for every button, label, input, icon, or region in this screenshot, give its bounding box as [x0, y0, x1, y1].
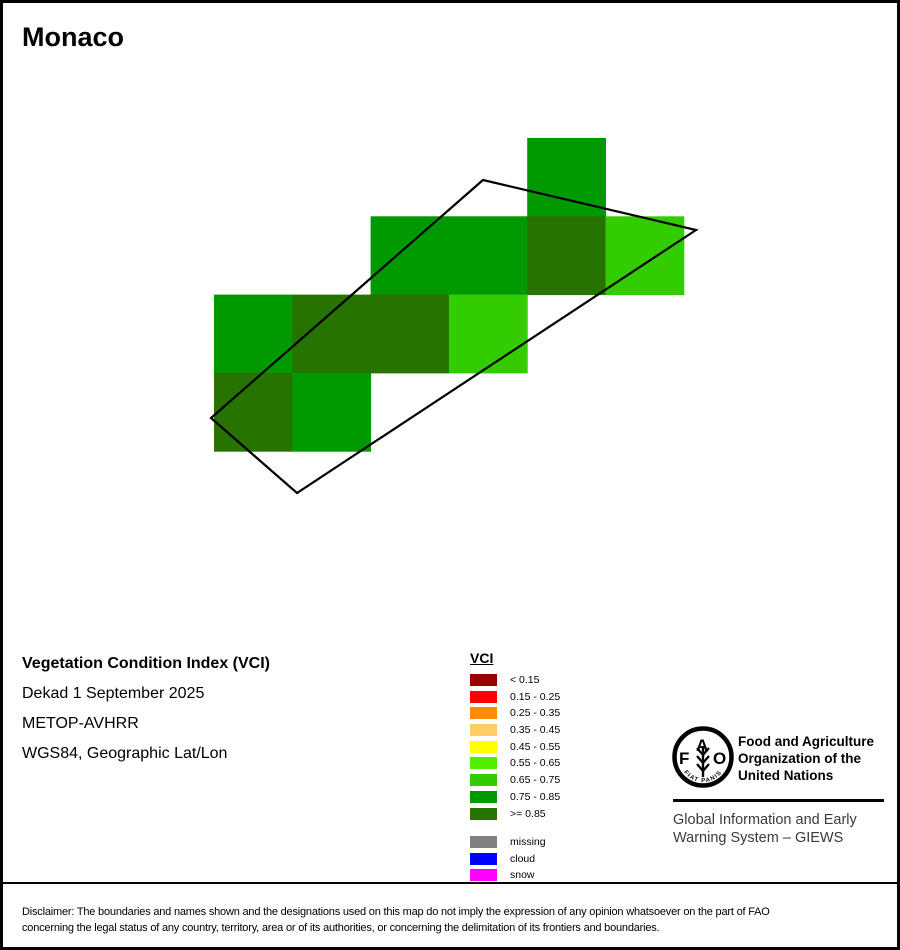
map-cell [448, 294, 528, 374]
map-pixel-layer [214, 138, 685, 452]
legend-swatch [470, 707, 497, 720]
fao-letter-o: O [713, 749, 726, 768]
giews-label: Global Information and Early Warning Sys… [673, 812, 857, 846]
legend-swatch [470, 852, 497, 865]
legend-entry: 0.25 - 0.35 [470, 707, 561, 720]
legend-entry-label: snow [510, 869, 535, 882]
legend-entry-label: 0.15 - 0.25 [510, 690, 561, 703]
legend-entry-label: 0.45 - 0.55 [510, 740, 561, 753]
map-cell [370, 294, 450, 374]
legend-extra-entries: missing cloud snow [470, 835, 560, 882]
map-cell [214, 294, 293, 374]
disclaimer-divider [3, 882, 897, 884]
fao-divider [673, 799, 884, 802]
legend-entry-label: 0.35 - 0.45 [510, 724, 561, 737]
map-cell [214, 372, 293, 452]
legend-title: VCI [470, 650, 494, 666]
legend-entry-label: 0.25 - 0.35 [510, 707, 561, 720]
legend-entry-label: cloud [510, 852, 536, 865]
legend-swatch [470, 674, 497, 686]
fao-letter-a: A [696, 736, 708, 755]
legend-swatch [470, 724, 497, 737]
legend-entry: >= 0.85 [470, 807, 560, 820]
fao-logo-icon: F A O FIAT PANIS [672, 726, 734, 788]
legend-entry-label: >= 0.85 [510, 807, 546, 820]
legend-swatch [470, 690, 497, 703]
legend-entry-label: 0.75 - 0.85 [510, 790, 561, 803]
legend-entry: missing [470, 835, 560, 848]
disclaimer: Disclaimer: The boundaries and names sho… [22, 905, 770, 936]
map-cell [370, 216, 450, 296]
projection-label: WGS84, Geographic Lat/Lon [22, 745, 228, 762]
legend-entry: 0.35 - 0.45 [470, 724, 561, 737]
sensor-label: METOP-AVHRR [22, 715, 139, 732]
map-cell [527, 216, 606, 296]
disclaimer-line1: Disclaimer: The boundaries and names sho… [22, 906, 770, 918]
map-cell [527, 138, 606, 217]
legend-entry: 0.15 - 0.25 [470, 690, 561, 703]
map-cell [292, 294, 372, 374]
legend-entry: cloud [470, 852, 560, 865]
dekad-label: Dekad 1 September 2025 [22, 685, 205, 702]
legend-entry-label: < 0.15 [510, 674, 540, 686]
fao-letter-f: F [679, 749, 689, 768]
product-title: Vegetation Condition Index (VCI) [22, 655, 270, 672]
country-boundary [209, 178, 699, 495]
legend-entry: snow [470, 869, 560, 882]
legend-swatch [470, 790, 497, 803]
map-info-block: Vegetation Condition Index (VCI) Dekad 1… [22, 649, 270, 769]
legend-swatch [470, 869, 497, 882]
map-cell [605, 216, 685, 296]
legend-swatch [470, 835, 497, 848]
legend-entry: < 0.15 [470, 674, 560, 686]
map-cell [448, 216, 528, 296]
page-title: Monaco [22, 22, 125, 52]
fao-name: Food and Agriculture Organization of the… [738, 734, 874, 783]
legend-swatch [470, 774, 497, 787]
legend-entry: 0.45 - 0.55 [470, 740, 561, 753]
map-cell [292, 372, 372, 452]
legend-entry-label: 0.55 - 0.65 [510, 757, 561, 770]
legend-entries: < 0.15 0.15 - 0.25 0.25 - 0.35 0.35 - 0.45 0… [470, 674, 560, 820]
legend-entry: 0.75 - 0.85 [470, 790, 561, 803]
legend-entry-label: missing [510, 835, 546, 848]
vci-legend: VCI < 0.15 0.15 - 0.25 0.25 - 0.35 0.35 - 0… [470, 650, 560, 886]
legend-swatch [470, 807, 497, 820]
legend-entry-label: 0.65 - 0.75 [510, 774, 561, 787]
disclaimer-line2: concerning the legal status of any count… [22, 921, 660, 934]
legend-swatch [470, 757, 497, 770]
legend-entry: 0.55 - 0.65 [470, 757, 561, 770]
legend-swatch [470, 740, 497, 753]
legend-entry: 0.65 - 0.75 [470, 774, 561, 787]
